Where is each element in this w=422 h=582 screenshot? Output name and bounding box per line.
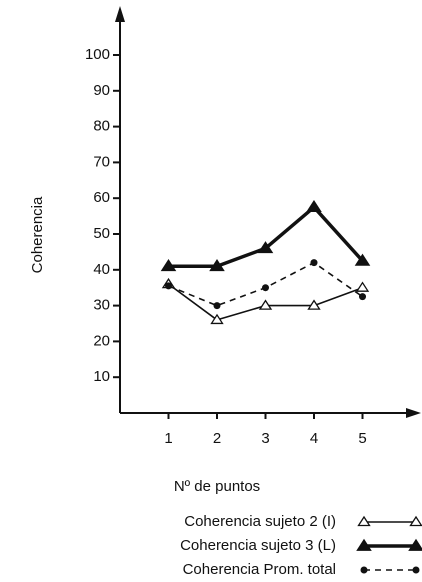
y-tick-label: 80 <box>93 118 110 135</box>
y-tick-label: 40 <box>93 261 110 278</box>
x-tick-label: 5 <box>358 430 366 447</box>
x-tick-label: 1 <box>164 430 172 447</box>
marker <box>213 302 221 310</box>
series-line <box>168 205 364 268</box>
y-tick-label: 70 <box>93 153 110 170</box>
x-tick-label: 3 <box>261 430 269 447</box>
marker <box>307 299 321 310</box>
marker <box>408 538 422 551</box>
marker <box>357 515 371 527</box>
y-axis-arrow <box>115 6 125 22</box>
y-axis-label: Coherencia <box>29 196 46 273</box>
legend-label: Coherencia Prom. total <box>183 561 336 578</box>
x-axis-label: Nº de puntos <box>174 478 260 495</box>
marker <box>258 299 273 310</box>
marker <box>359 293 366 301</box>
marker <box>310 259 318 267</box>
marker <box>306 199 322 213</box>
marker <box>356 538 372 551</box>
x-tick-label: 2 <box>213 430 221 447</box>
marker <box>409 515 422 527</box>
y-tick-label: 20 <box>93 332 110 349</box>
marker <box>360 566 368 574</box>
y-tick-label: 50 <box>93 225 110 242</box>
y-tick-label: 10 <box>93 368 110 385</box>
x-axis-arrow <box>406 408 421 418</box>
marker <box>165 282 172 290</box>
marker <box>412 566 420 574</box>
y-tick-label: 30 <box>93 297 110 314</box>
legend-label: Coherencia sujeto 3 (L) <box>180 537 336 554</box>
marker <box>160 259 177 272</box>
y-tick-label: 100 <box>85 46 110 63</box>
marker <box>262 284 269 292</box>
marker <box>210 313 224 325</box>
y-tick-label: 60 <box>93 189 110 206</box>
marker <box>355 281 370 292</box>
marker <box>257 241 274 254</box>
marker <box>354 253 371 266</box>
x-tick-label: 4 <box>310 430 318 447</box>
legend-label: Coherencia sujeto 2 (I) <box>184 513 336 530</box>
y-tick-label: 90 <box>93 82 110 99</box>
marker <box>209 259 225 272</box>
